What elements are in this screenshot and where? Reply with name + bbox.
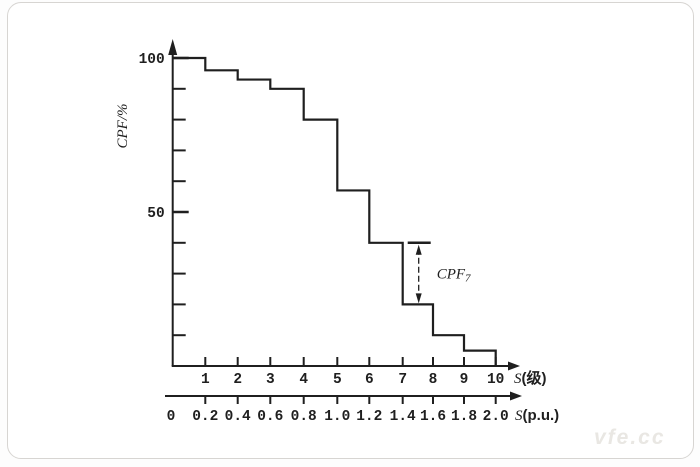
secondary-tick-label: 1.4 xyxy=(390,409,416,425)
x-tick-label: 4 xyxy=(299,372,308,388)
y-tick-label: 100 xyxy=(139,52,165,68)
secondary-tick-label: 0.4 xyxy=(225,409,251,425)
x-axis-title: S(级) xyxy=(514,369,547,387)
watermark: vfe.cc xyxy=(594,426,666,449)
secondary-axis-arrow-icon xyxy=(510,391,522,401)
secondary-tick-label: 1.0 xyxy=(324,409,350,425)
cpf7-arrow-down-icon xyxy=(415,293,422,304)
x-tick-label: 7 xyxy=(398,372,407,388)
x-tick-label: 9 xyxy=(460,372,469,388)
secondary-tick-label: 1.2 xyxy=(356,409,382,425)
secondary-tick-label: 0.6 xyxy=(257,409,283,425)
x-tick-label: 1 xyxy=(201,372,210,388)
x-tick-label: 10 xyxy=(487,372,504,388)
image-frame-border xyxy=(7,2,694,459)
cpf7-arrow-up-icon xyxy=(415,244,422,255)
x-tick-label: 5 xyxy=(333,372,342,388)
x-tick-label: 6 xyxy=(365,372,374,388)
secondary-tick-label: 1.6 xyxy=(420,409,446,425)
step-curve xyxy=(172,56,497,366)
cpf7-label: CPF7 xyxy=(437,267,471,285)
y-axis-arrow-icon xyxy=(168,39,178,55)
secondary-tick-label: 0 xyxy=(167,409,176,425)
secondary-tick-label: 0.2 xyxy=(192,409,218,425)
secondary-tick-label: 2.0 xyxy=(483,409,509,425)
secondary-tick-label: 0.8 xyxy=(291,409,317,425)
x-tick-label: 2 xyxy=(233,372,242,388)
y-axis-title: CPF/% xyxy=(115,104,131,149)
secondary-tick-label: 1.8 xyxy=(451,409,477,425)
x-tick-label: 8 xyxy=(429,372,438,388)
secondary-axis-title: S(p.u.) xyxy=(515,407,559,424)
x-tick-label: 3 xyxy=(266,372,275,388)
x-axis-arrow-icon xyxy=(508,361,520,371)
y-tick-label: 50 xyxy=(147,206,164,222)
